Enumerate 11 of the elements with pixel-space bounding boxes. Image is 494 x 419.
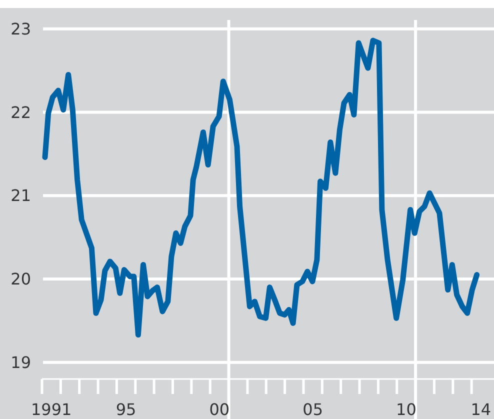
x-tick-label: 95 [116,400,136,419]
x-tick-label: 05 [302,400,324,419]
y-tick-label: 23 [10,19,31,38]
y-tick-label: 21 [10,186,31,206]
x-tick-label: 14 [470,400,492,419]
x-tick-label: 10 [396,400,416,419]
y-tick-label: 19 [10,352,31,372]
y-tick-label: 22 [10,102,31,122]
y-tick-label: 20 [10,270,31,289]
x-tick-label: 00 [209,400,230,419]
x-tick-label: 1991 [30,400,72,419]
